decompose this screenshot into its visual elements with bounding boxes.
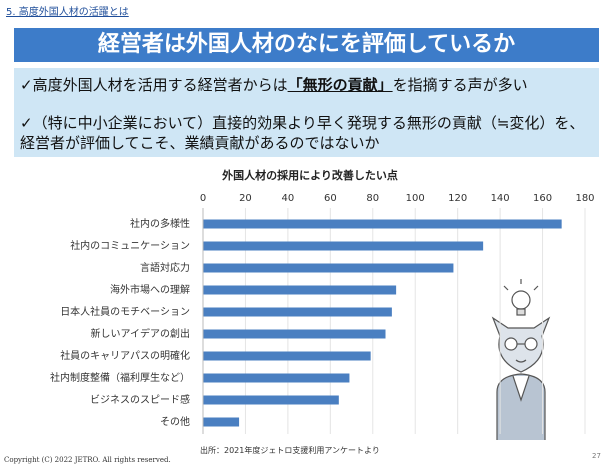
y-tick-label: 社内制度整備（福利厚生など） <box>50 371 190 384</box>
x-tick-label: 160 <box>533 193 552 204</box>
x-tick-label: 100 <box>406 193 425 204</box>
x-tick-label: 180 <box>575 193 594 204</box>
bar <box>203 219 562 229</box>
x-tick-label: 120 <box>448 193 467 204</box>
page-number: 27 <box>592 452 601 460</box>
x-tick-label: 40 <box>282 193 295 204</box>
bullet: ✓（特に中小企業において）直接的効果より早く発現する無形の貢献（≒変化）を、経営… <box>20 114 585 152</box>
bar <box>203 351 371 361</box>
bar <box>203 373 350 383</box>
copyright: Copyright (C) 2022 JETRO. All rights res… <box>4 456 171 464</box>
bullet-text: を指摘する声が多い <box>392 76 528 94</box>
bullet: ✓高度外国人材を活用する経営者からは「無形の貢献」を指摘する声が多い <box>20 74 528 95</box>
bar <box>203 307 392 317</box>
x-tick-label: 20 <box>239 193 252 204</box>
y-tick-label: 言語対応力 <box>140 261 190 274</box>
y-tick-label: 社員のキャリアパスの明確化 <box>60 349 190 362</box>
y-tick-label: 新しいアイデアの創出 <box>91 327 191 340</box>
bar <box>203 417 240 427</box>
chart-title: 外国人材の採用により改善したい点 <box>221 168 398 182</box>
slide-title: 経営者は外国人材のなにを評価しているか <box>14 28 599 62</box>
bar <box>203 395 339 405</box>
bullet-emphasis: 「無形の貢献」 <box>287 76 393 94</box>
y-tick-label: 海外市場への理解 <box>110 283 190 296</box>
y-tick-label: 日本人社員のモチベーション <box>60 305 190 318</box>
bullet-box <box>14 68 599 157</box>
source-note: 出所：2021年度ジェトロ支援利用アンケートより <box>200 446 380 455</box>
y-tick-label: 社内のコミュニケーション <box>70 239 190 252</box>
y-tick-label: その他 <box>160 415 190 428</box>
bar <box>203 241 484 251</box>
x-tick-label: 60 <box>324 193 337 204</box>
x-tick-label: 0 <box>200 193 206 204</box>
illustration <box>491 279 551 440</box>
section-label: 5. 高度外国人材の活躍とは <box>6 7 129 18</box>
bar <box>203 263 454 273</box>
bullet-text: ✓高度外国人材を活用する経営者からは <box>20 76 288 94</box>
bar <box>203 285 397 295</box>
y-tick-label: ビジネスのスピード感 <box>90 393 190 406</box>
bar <box>203 329 386 339</box>
y-tick-label: 社内の多様性 <box>130 217 190 230</box>
x-tick-label: 80 <box>366 193 379 204</box>
x-tick-label: 140 <box>491 193 510 204</box>
